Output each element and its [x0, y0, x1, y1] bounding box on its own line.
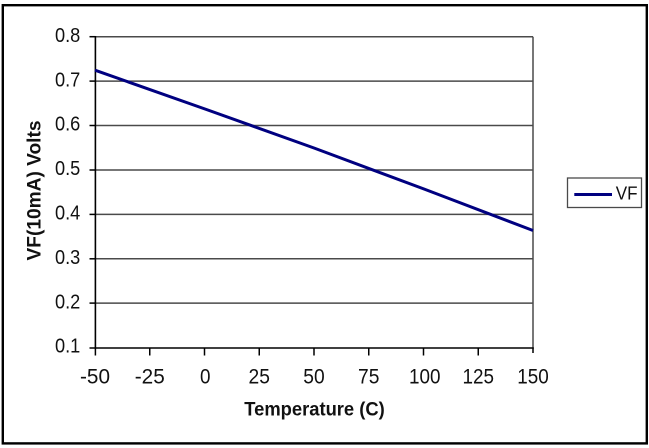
svg-text:25: 25 — [249, 366, 270, 389]
svg-text:75: 75 — [358, 366, 379, 389]
svg-text:0: 0 — [200, 366, 211, 389]
svg-text:100: 100 — [409, 366, 441, 389]
svg-text:0.1: 0.1 — [55, 336, 80, 358]
svg-text:VF(10mA) Volts: VF(10mA) Volts — [25, 121, 46, 261]
svg-text:0.2: 0.2 — [55, 291, 80, 313]
svg-text:50: 50 — [303, 366, 324, 389]
svg-text:0.4: 0.4 — [55, 203, 80, 225]
svg-text:0.8: 0.8 — [55, 25, 80, 47]
svg-text:-50: -50 — [80, 366, 110, 389]
svg-text:0.7: 0.7 — [55, 69, 80, 91]
svg-text:150: 150 — [517, 366, 549, 389]
svg-text:125: 125 — [463, 366, 495, 389]
svg-text:VF: VF — [616, 182, 638, 203]
svg-text:Temperature (C): Temperature (C) — [244, 399, 385, 420]
svg-text:0.6: 0.6 — [55, 114, 80, 136]
svg-text:-25: -25 — [135, 366, 165, 389]
svg-text:0.3: 0.3 — [55, 247, 80, 269]
svg-text:0.5: 0.5 — [55, 158, 80, 180]
